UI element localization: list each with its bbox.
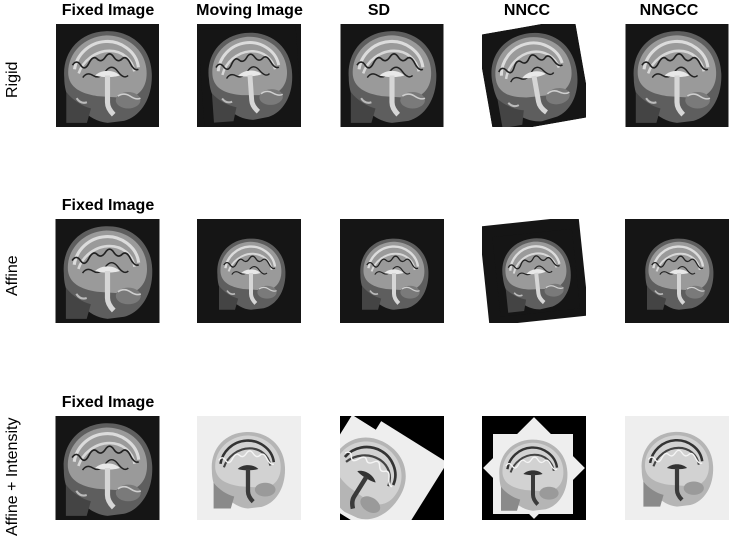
fixed-image-title-affine: Fixed Image [61, 197, 155, 214]
rigid-nngcc-result [625, 24, 729, 127]
fixed-image-title-affine-intensity: Fixed Image [61, 394, 155, 411]
rigid-fixed-image [55, 24, 160, 127]
affine-fixed-image [55, 219, 160, 323]
column-title-nncc: NNCC [503, 2, 551, 19]
row-label-rigid: Rigid [4, 61, 21, 98]
affine-moving-image [197, 219, 301, 323]
affine-intensity-sd-result [340, 416, 444, 520]
column-title-moving: Moving Image [196, 2, 303, 19]
column-title-nngcc: NNGCC [639, 2, 699, 19]
row-label-affine: Affine [4, 255, 21, 296]
affine-nncc-result [482, 219, 586, 323]
affine-intensity-nncc-result [482, 416, 586, 520]
affine-intensity-moving-image [197, 416, 301, 520]
row-label-affine-intensity: Affine + Intensity [4, 417, 21, 536]
affine-sd-result [340, 219, 444, 323]
rigid-moving-image [197, 24, 301, 127]
rigid-sd-result [340, 24, 444, 127]
affine-nngcc-result [625, 219, 729, 323]
column-title-sd: SD [367, 2, 391, 19]
rigid-nncc-result [482, 24, 586, 127]
column-title-fixed: Fixed Image [61, 2, 155, 19]
affine-intensity-fixed-image [55, 416, 160, 520]
affine-intensity-nngcc-result [625, 416, 729, 520]
